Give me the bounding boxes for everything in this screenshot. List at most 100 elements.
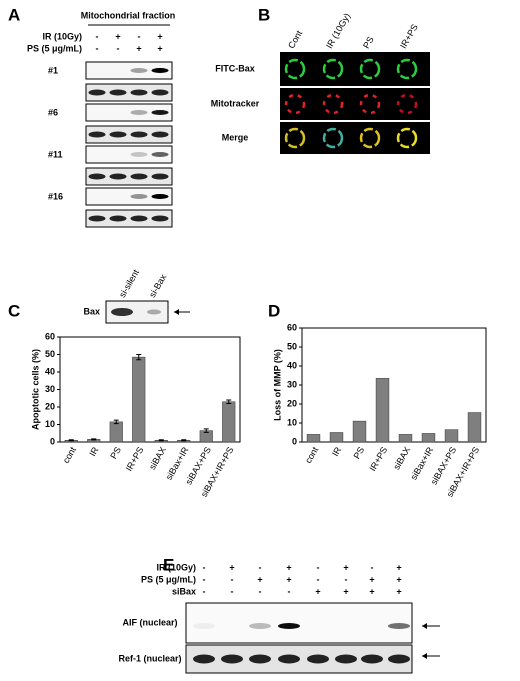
sample-label: #16 xyxy=(48,191,63,201)
blot xyxy=(85,125,173,144)
x-tick-label: IR+PS xyxy=(367,445,389,473)
error-bar xyxy=(68,439,74,442)
blot-band xyxy=(130,173,148,180)
sign: - xyxy=(231,586,234,596)
column-label: PS xyxy=(361,35,376,50)
blot-band xyxy=(388,654,410,664)
arrow-head xyxy=(422,653,427,659)
blot-band xyxy=(151,173,169,180)
sign: - xyxy=(317,574,320,584)
blot-band xyxy=(109,89,127,96)
blot-label: Bax xyxy=(83,306,100,316)
y-tick-label: 60 xyxy=(45,331,55,341)
blot-band xyxy=(388,623,410,629)
blot-band xyxy=(88,131,106,138)
sign: + xyxy=(315,586,320,596)
y-tick-label: 50 xyxy=(287,341,297,351)
blot-band xyxy=(130,68,148,73)
error-bar xyxy=(136,354,142,361)
blot-band xyxy=(130,131,148,138)
row-label: IR (10Gy) xyxy=(156,562,196,572)
y-tick-label: 0 xyxy=(292,436,297,446)
blot xyxy=(85,61,173,80)
y-axis-label: Loss of MMP (%) xyxy=(272,349,282,421)
sign: + xyxy=(396,562,401,572)
error-bar xyxy=(113,419,119,425)
bar xyxy=(329,432,344,443)
blot xyxy=(85,167,173,186)
sign: + xyxy=(257,574,262,584)
row-label: siBax xyxy=(172,586,196,596)
cell xyxy=(322,127,344,149)
sign: + xyxy=(229,562,234,572)
bar xyxy=(444,429,459,443)
plot-frame xyxy=(301,327,487,443)
cell xyxy=(359,127,381,149)
blot-band xyxy=(109,131,127,138)
blot-band xyxy=(193,623,215,629)
error-bar xyxy=(226,399,232,404)
sign: + xyxy=(396,574,401,584)
blot-band xyxy=(151,110,169,115)
sign: + xyxy=(343,562,348,572)
y-tick-label: 20 xyxy=(45,401,55,411)
sign: - xyxy=(203,586,206,596)
y-tick-label: 30 xyxy=(45,384,55,394)
x-tick-label: IR xyxy=(330,445,343,458)
sign: + xyxy=(157,31,162,41)
sign: - xyxy=(259,586,262,596)
blot xyxy=(185,602,413,644)
blot-band xyxy=(151,194,169,199)
sample-label: #1 xyxy=(48,65,58,75)
cell xyxy=(359,93,381,115)
error-bar xyxy=(181,439,187,442)
blot-band xyxy=(249,654,271,664)
x-tick-label: IR xyxy=(87,445,100,458)
blot-band xyxy=(88,215,106,222)
cell xyxy=(396,93,418,115)
y-tick-label: 30 xyxy=(287,379,297,389)
sample-label: #11 xyxy=(48,149,63,159)
column-label: IR (10Gy) xyxy=(324,11,352,50)
micrograph xyxy=(280,88,430,120)
cell xyxy=(359,58,381,80)
x-tick-label: cont xyxy=(61,445,78,465)
sign: + xyxy=(115,31,120,41)
sign: + xyxy=(286,562,291,572)
blot-band xyxy=(278,623,300,629)
blot xyxy=(85,83,173,102)
cell xyxy=(396,127,418,149)
lane-label: si-Bax xyxy=(147,272,168,299)
blot-band xyxy=(361,654,383,664)
cell xyxy=(322,58,344,80)
blot-band xyxy=(130,110,148,115)
lane-label: si-silent xyxy=(117,267,141,299)
blot xyxy=(85,103,173,122)
bar xyxy=(352,420,367,443)
x-tick-label: IR+PS xyxy=(124,445,146,473)
error-bar xyxy=(203,428,209,433)
blot-band xyxy=(307,654,329,664)
blot-band xyxy=(278,654,300,664)
bar xyxy=(398,434,413,443)
blot-band xyxy=(147,309,161,315)
blot-band xyxy=(88,173,106,180)
sign: - xyxy=(203,562,206,572)
y-tick-label: 0 xyxy=(50,436,55,446)
row-label: IR (10Gy) xyxy=(42,31,82,41)
sign: - xyxy=(371,562,374,572)
sign: - xyxy=(138,31,141,41)
sign: + xyxy=(286,574,291,584)
sign: + xyxy=(343,586,348,596)
blot-band xyxy=(249,623,271,629)
arrow-head xyxy=(422,623,427,629)
panel-label: D xyxy=(268,301,280,320)
blot-band xyxy=(151,89,169,96)
y-tick-label: 10 xyxy=(45,419,55,429)
cell xyxy=(284,93,306,115)
cell xyxy=(284,58,306,80)
blot-band xyxy=(109,173,127,180)
sign: - xyxy=(203,574,206,584)
x-tick-label: cont xyxy=(303,445,320,465)
